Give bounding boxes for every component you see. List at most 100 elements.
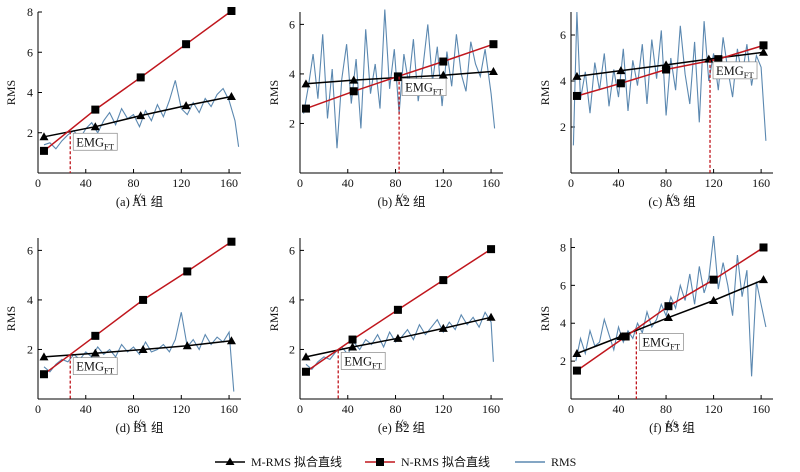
m-rms-point [182,341,192,350]
x-axis-label: t/s [134,190,146,204]
emg-ft-label-box [401,78,447,96]
y-tick-label: 6 [27,45,33,59]
emg-ft-label: EMGFT [76,135,115,151]
x-tick-label: 80 [128,402,140,416]
m-rms-point [39,352,49,361]
emg-ft-label-main: EMG [344,354,372,368]
m-rms-point [226,336,236,345]
panel-caption: (c) A3 组 [648,195,695,209]
m-rms-point [39,132,49,141]
n-rms-point [662,65,671,74]
n-rms-point [714,55,723,64]
panel-caption: (a) A1 组 [116,195,163,209]
x-tick-label: 160 [752,402,770,416]
x-tick-label: 160 [220,402,238,416]
legend-n-marker [376,458,384,466]
x-tick-label: 120 [434,402,452,416]
n-rms-point [393,305,402,314]
m-rms-point [709,296,719,305]
y-tick-label: 8 [27,5,33,19]
y-tick-label: 2 [27,126,33,140]
emg-ft-label-main: EMG [716,64,744,78]
x-axis-label: t/s [134,416,146,430]
x-tick-label: 0 [35,176,41,190]
x-tick-label: 80 [660,176,672,190]
n-rms-point [664,302,673,311]
emg-ft-label-box [639,333,684,351]
panel-a: 0 40 80 120 160 2 4 6 8 RMS t/s(a) A1 组 EMGFT [4,5,241,209]
m-rms-point [572,71,582,80]
legend-rms-label: RMS [551,455,576,469]
x-tick-label: 0 [297,402,303,416]
x-tick-label: 40 [613,402,625,416]
panel-d: 0 40 80 120 160 2 4 6 RMS t/s(d) B1 组 EMGFT [4,237,241,435]
x-tick-label: 80 [390,402,402,416]
m-rms-fit-line [43,340,232,358]
rms-series [43,312,235,392]
emg-ft-label-subscript: FT [372,360,383,370]
y-tick-label: 4 [27,86,33,100]
m-rms-point [758,47,768,56]
y-tick-label: 2 [27,342,33,356]
x-tick-label: 160 [220,176,238,190]
emg-ft-label: EMGFT [716,64,755,80]
n-rms-point [301,367,310,376]
m-rms-point [758,275,768,284]
emg-ft-label-subscript: FT [104,366,115,376]
y-tick-label: 6 [560,278,566,292]
y-tick-label: 6 [27,243,33,257]
m-rms-point [616,66,626,75]
y-axis-label: RMS [4,306,18,331]
n-rms-point [439,276,448,285]
legend-m-marker [225,457,235,465]
n-rms-point [136,73,145,82]
m-rms-point [663,313,673,322]
n-rms-point [91,331,100,340]
y-axis-label: RMS [538,80,552,105]
m-rms-point [438,323,448,332]
x-tick-label: 40 [80,402,92,416]
n-rms-point [393,72,402,81]
emg-ft-label-main: EMG [76,135,104,149]
x-tick-label: 160 [482,402,500,416]
n-rms-point [39,370,48,379]
n-rms-point [616,79,625,88]
emg-ft-label-box [340,352,386,370]
x-tick-label: 0 [568,176,574,190]
x-tick-label: 120 [434,176,452,190]
y-tick-label: 8 [560,240,566,254]
panel-caption: (b) A2 组 [378,195,426,209]
y-tick-label: 2 [289,342,295,356]
m-rms-point [486,312,496,321]
n-rms-point [348,335,357,344]
m-rms-point [136,111,146,120]
x-tick-label: 160 [752,176,770,190]
panel-e: 0 40 80 120 160 2 4 6 RMS t/s(e) B2 组 EMGFT [267,238,503,435]
emg-ft-label-subscript: FT [104,141,115,151]
n-rms-point [183,267,192,276]
x-axis-label: t/s [396,416,408,430]
panel-c: 0 40 80 120 160 2 4 6 RMS t/s(c) A3 组 EMGFT [538,11,773,209]
x-axis-label: t/s [666,416,678,430]
x-tick-label: 120 [705,402,723,416]
y-tick-label: 4 [560,74,566,88]
n-rms-point [349,87,358,96]
m-rms-point [438,70,448,79]
rms-series [575,236,767,377]
n-rms-point [139,295,148,304]
x-tick-label: 40 [342,402,354,416]
n-rms-point [709,275,718,284]
x-tick-label: 0 [35,402,41,416]
y-axis-label: RMS [267,80,281,105]
n-rms-point [487,245,496,254]
m-rms-point [90,348,100,357]
x-tick-label: 80 [390,176,402,190]
emg-ft-label-subscript: FT [744,70,755,80]
m-rms-point [704,54,714,63]
emg-ft-label-main: EMG [642,335,670,349]
n-rms-point [572,366,581,375]
x-tick-label: 160 [482,176,500,190]
emg-ft-label-main: EMG [76,360,104,374]
